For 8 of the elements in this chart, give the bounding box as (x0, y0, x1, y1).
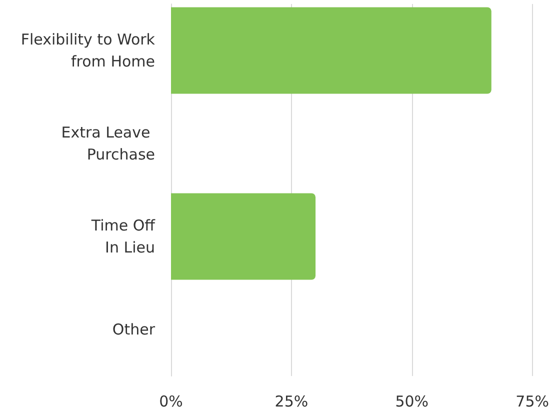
x-tick-label: 50% (395, 392, 429, 410)
x-tick-label: 25% (274, 392, 308, 410)
y-tick-label: Extra Leave Purchase (61, 124, 155, 164)
x-tick-label: 75% (516, 392, 549, 410)
y-tick-label: Flexibility to Work from Home (20, 30, 156, 70)
x-tick-label: 0% (159, 392, 183, 410)
y-tick-label: Time Off In Lieu (90, 216, 156, 256)
y-tick-label: Other (112, 320, 156, 338)
